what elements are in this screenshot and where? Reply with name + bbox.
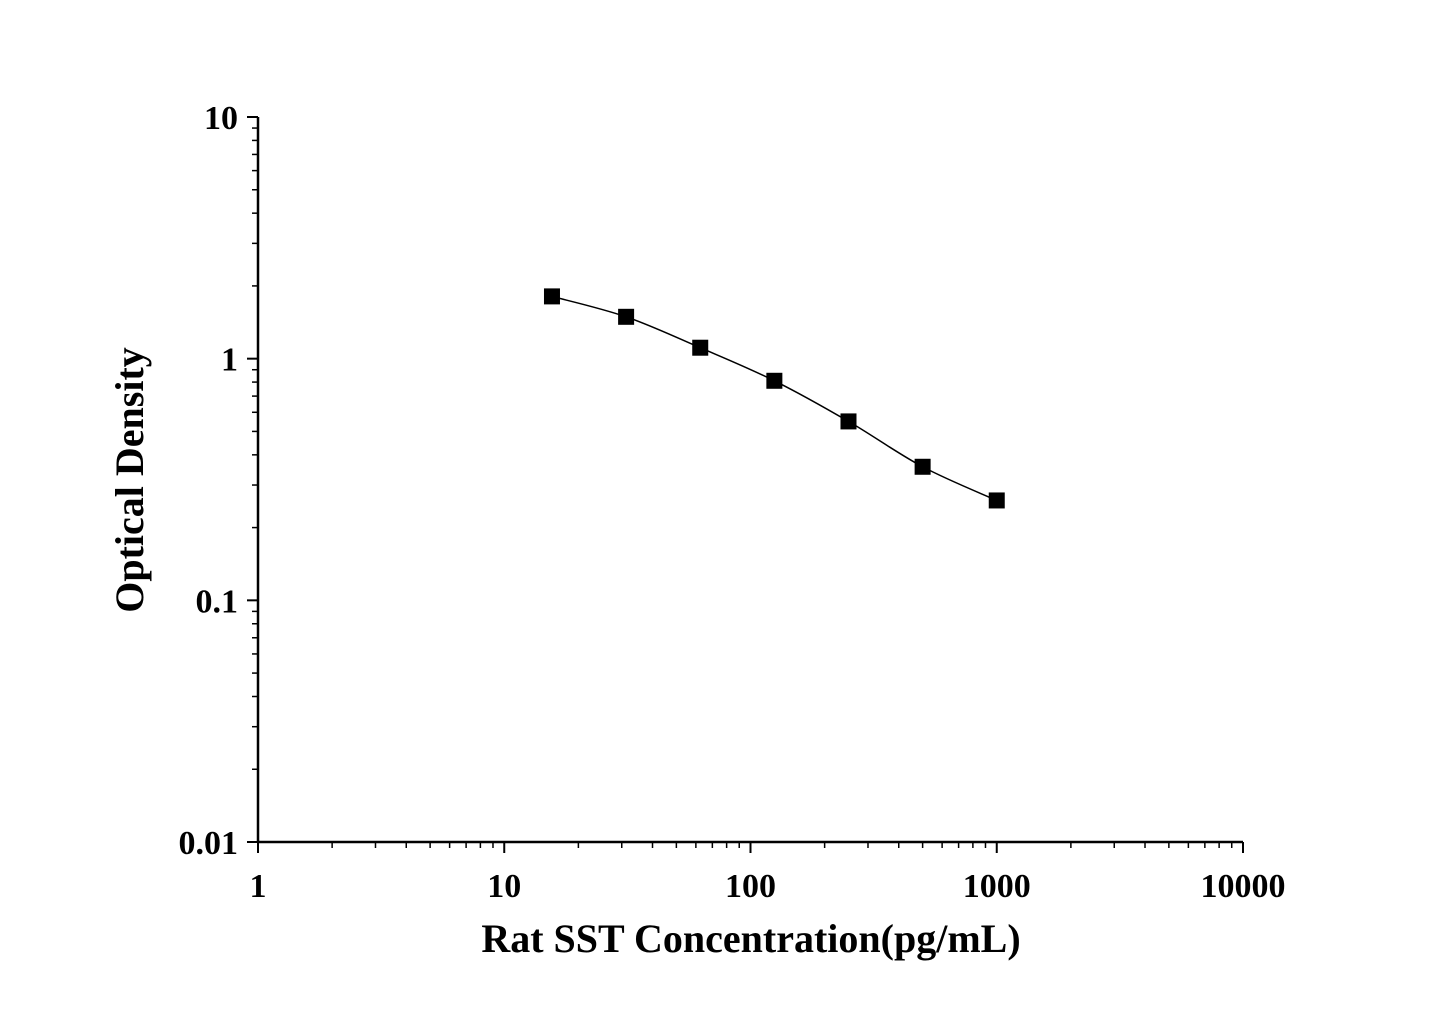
x-tick-label: 1000 (963, 868, 1031, 905)
y-axis-label: Optical Density (107, 347, 152, 613)
y-tick-label: 10 (204, 100, 238, 137)
ticks: 1 10 100 1000 10000 0.01 0.1 1 10 (179, 100, 1286, 905)
x-tick-label: 10000 (1201, 868, 1286, 905)
axes (256, 117, 1243, 844)
x-tick-label: 1 (250, 868, 267, 905)
data-point (840, 413, 857, 430)
data-point (692, 339, 709, 356)
data-point (988, 492, 1005, 509)
x-tick-label: 10 (487, 868, 521, 905)
y-tick-label: 0.1 (196, 583, 239, 620)
data-point (543, 288, 560, 305)
x-axis-label: Rat SST Concentration(pg/mL) (481, 916, 1020, 961)
data-point (766, 372, 783, 389)
x-tick-label: 100 (725, 868, 776, 905)
data-point (618, 308, 635, 325)
series (543, 288, 1005, 509)
y-tick-label: 1 (221, 342, 238, 379)
y-tick-label: 0.01 (179, 825, 239, 862)
data-point (914, 458, 931, 475)
